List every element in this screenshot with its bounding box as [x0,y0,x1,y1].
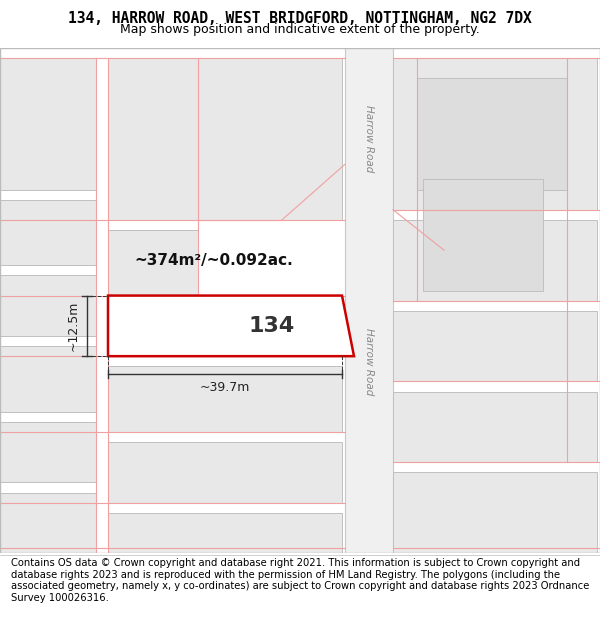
Text: Harrow Road: Harrow Road [364,106,374,172]
Bar [0,346,96,412]
Bar [108,442,342,503]
Bar [393,472,597,553]
Text: ~374m²/~0.092ac.: ~374m²/~0.092ac. [134,253,293,268]
Bar [108,512,342,553]
Bar [108,230,198,296]
Bar [0,58,96,189]
Bar [108,58,342,220]
Bar [108,366,342,432]
Text: ~39.7m: ~39.7m [200,381,250,394]
Bar [0,276,96,336]
Text: Contains OS data © Crown copyright and database right 2021. This information is : Contains OS data © Crown copyright and d… [11,558,589,603]
Text: 134, HARROW ROAD, WEST BRIDGFORD, NOTTINGHAM, NG2 7DX: 134, HARROW ROAD, WEST BRIDGFORD, NOTTIN… [68,11,532,26]
Bar [393,391,597,462]
Text: Map shows position and indicative extent of the property.: Map shows position and indicative extent… [120,23,480,36]
Bar [393,220,597,301]
Bar [345,48,393,553]
Text: 134: 134 [248,316,295,336]
Bar [0,199,96,265]
Bar [417,78,567,189]
Polygon shape [108,296,354,356]
Bar [423,179,543,291]
Bar [393,311,597,381]
Bar [0,422,96,482]
Bar [0,492,96,553]
Text: Harrow Road: Harrow Road [364,328,374,395]
Bar [393,58,597,210]
Text: ~12.5m: ~12.5m [67,301,80,351]
